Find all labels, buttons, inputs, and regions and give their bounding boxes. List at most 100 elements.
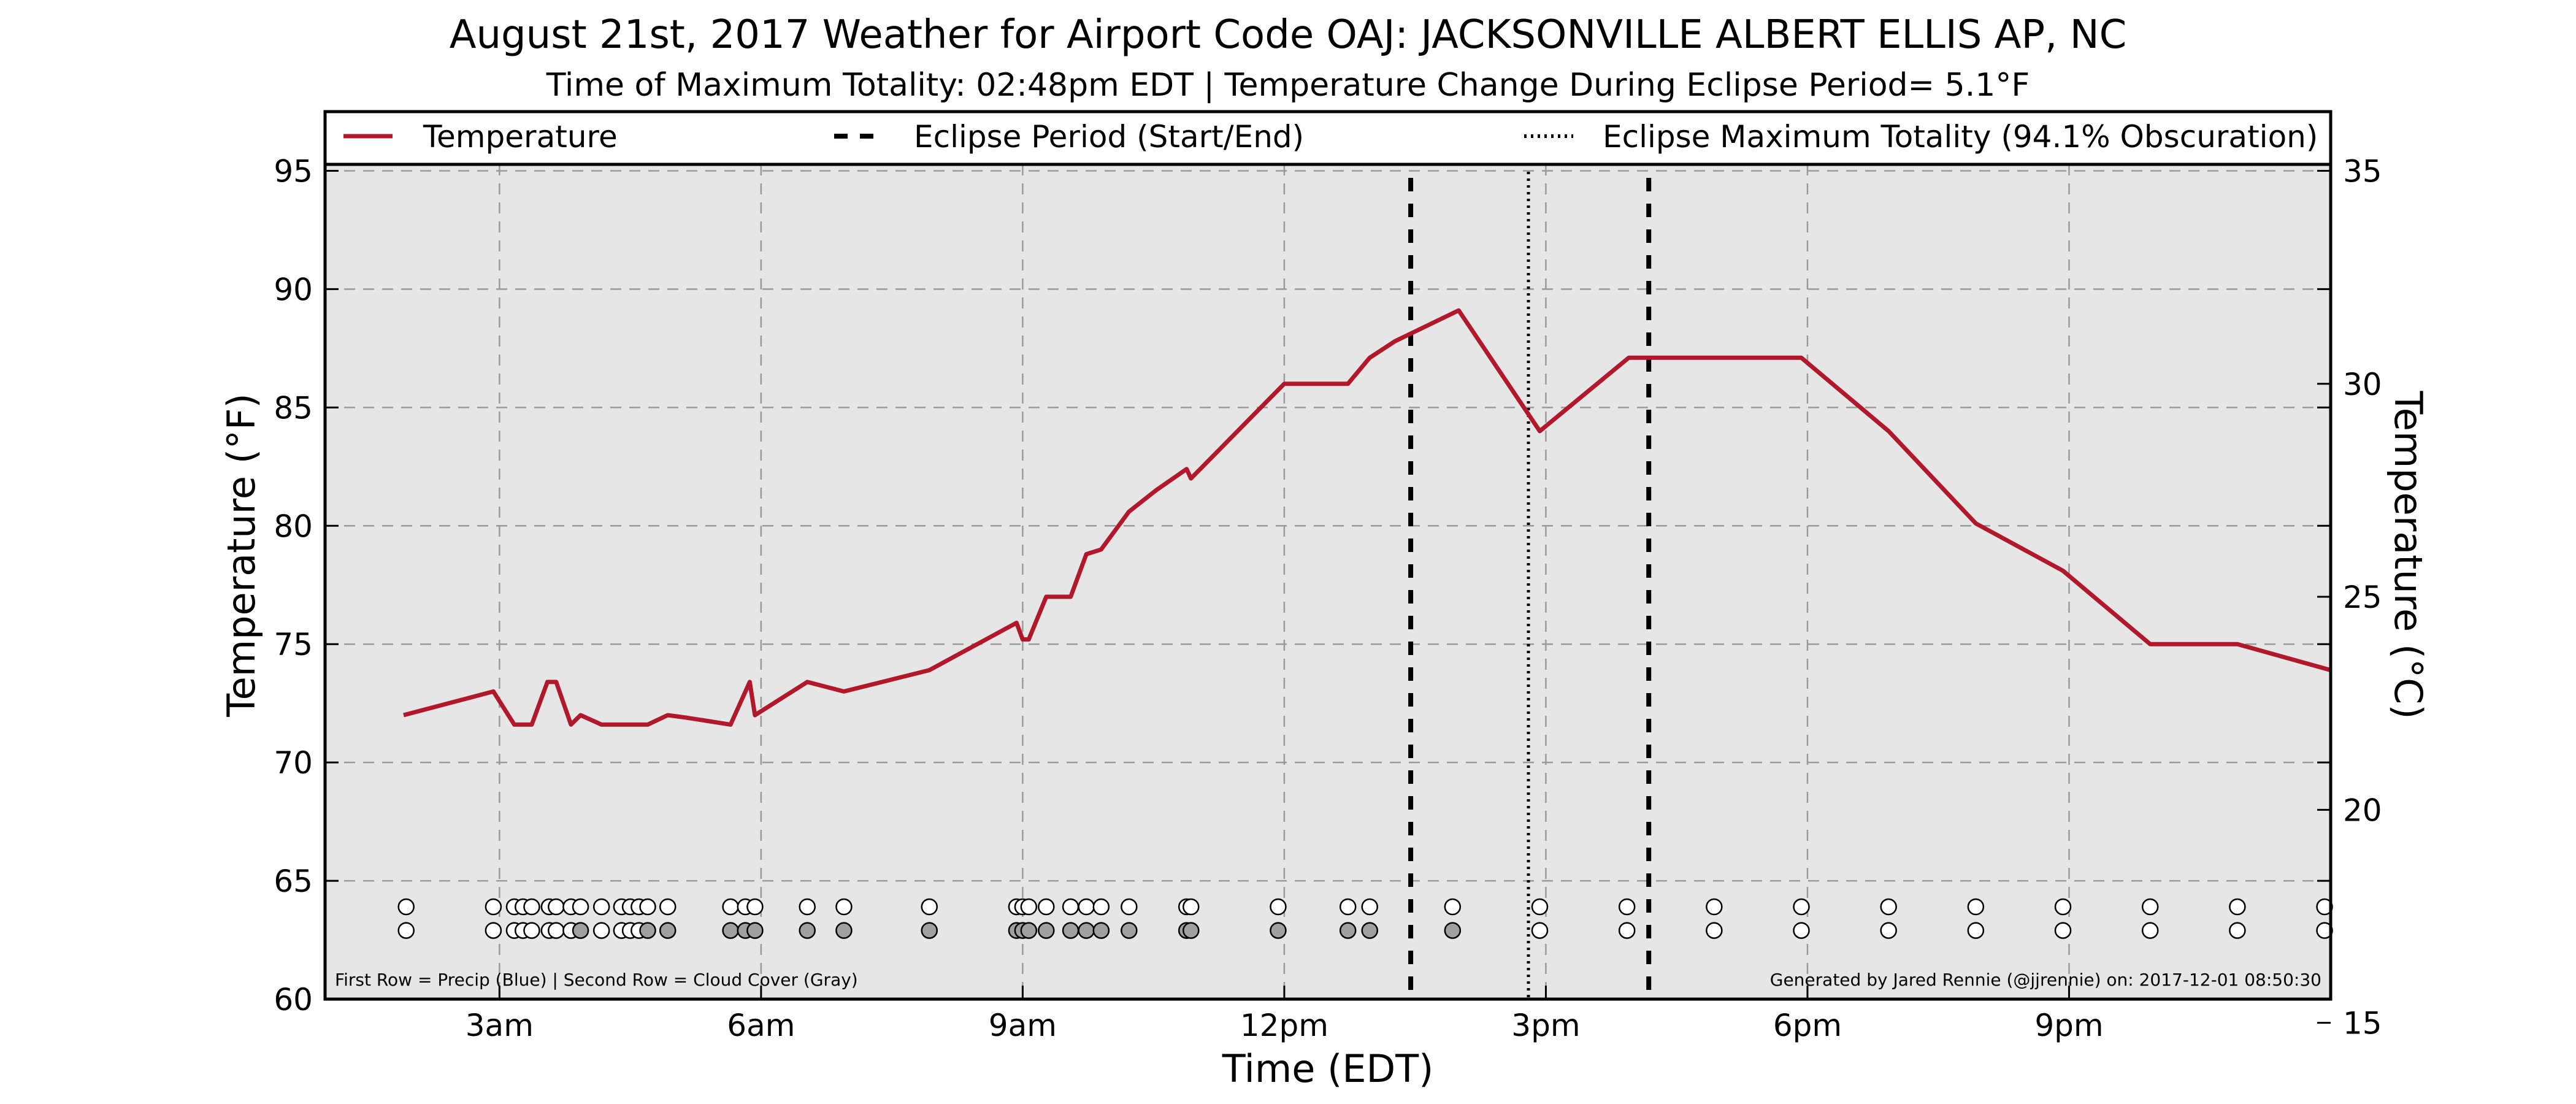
precip-marker <box>835 898 853 916</box>
cloud-marker <box>1444 922 1462 939</box>
y-axis-left: 60 65 70 75 80 85 90 95 <box>274 153 2331 1018</box>
temperature-line <box>403 308 2331 727</box>
precip-marker <box>921 898 938 916</box>
cloud-marker <box>592 922 610 939</box>
cloud-marker <box>523 922 540 939</box>
precip-marker <box>2141 898 2159 916</box>
precip-marker <box>592 898 610 916</box>
cloud-marker <box>1618 922 1636 939</box>
precip-marker <box>1078 898 1095 916</box>
cloud-marker <box>397 922 415 939</box>
cloud-marker <box>1967 922 1985 939</box>
rows-note: First Row = Precip (Blue) | Second Row =… <box>335 970 858 990</box>
legend-eclipse-period-label: Eclipse Period (Start/End) <box>914 119 1304 155</box>
x-tick-label: 3am <box>466 1008 534 1043</box>
y2-tick-label: 25 <box>2343 580 2382 615</box>
cloud-marker <box>2141 922 2159 939</box>
x-tick-label: 3pm <box>1511 1008 1580 1043</box>
cloud-marker <box>1880 922 1897 939</box>
temperature-series <box>403 308 2331 727</box>
y-tick-label: 90 <box>274 272 313 307</box>
x-tick-label: 6pm <box>1773 1008 1842 1043</box>
cloud-marker <box>1793 922 1810 939</box>
cloud-marker <box>1270 922 1287 939</box>
legend-max-totality-label: Eclipse Maximum Totality (94.1% Obscurat… <box>1603 119 2318 155</box>
cloud-marker <box>1038 922 1055 939</box>
cloud-marker <box>799 922 816 939</box>
y-tick-label: 85 <box>274 390 313 426</box>
observation-markers <box>397 898 2333 939</box>
y-tick-label: 60 <box>274 982 313 1018</box>
precip-marker <box>1183 898 1200 916</box>
chart-title: August 21st, 2017 Weather for Airport Co… <box>450 12 2127 58</box>
cloud-marker <box>1339 922 1357 939</box>
precip-marker <box>1793 898 1810 916</box>
precip-marker <box>548 898 565 916</box>
cloud-marker <box>548 922 565 939</box>
cloud-marker <box>921 922 938 939</box>
credit-note: Generated by Jared Rennie (@jjrennie) on… <box>1770 970 2321 990</box>
cloud-marker <box>2054 922 2072 939</box>
precip-marker <box>1020 898 1038 916</box>
y-tick-label: 70 <box>274 745 313 781</box>
precip-marker <box>1706 898 1723 916</box>
eclipse-lines <box>1408 172 1652 999</box>
cloud-marker <box>1361 922 1378 939</box>
y2-tick-label: 15 <box>2343 1006 2382 1041</box>
x-tick-label: 9pm <box>2034 1008 2103 1043</box>
cloud-marker <box>722 922 739 939</box>
y-tick-label: 75 <box>274 627 313 662</box>
plot-frame <box>323 110 2333 1001</box>
precip-marker <box>1618 898 1636 916</box>
grid-lines <box>325 164 2331 999</box>
precip-marker <box>1531 898 1549 916</box>
precip-marker <box>746 898 764 916</box>
precip-marker <box>1062 898 1079 916</box>
precip-marker <box>639 898 656 916</box>
cloud-marker <box>835 922 853 939</box>
x-tick-label: 6am <box>727 1008 795 1043</box>
precip-marker <box>1121 898 1138 916</box>
y-tick-label: 95 <box>274 153 313 189</box>
cloud-marker <box>1706 922 1723 939</box>
x-axis: 3am 6am 9am 12pm 3pm 6pm 9pm <box>466 986 2104 1043</box>
precip-marker <box>659 898 677 916</box>
y-axis-label: Temperature (°F) <box>219 393 264 717</box>
cloud-marker <box>1183 922 1200 939</box>
cloud-marker <box>659 922 677 939</box>
chart-subtitle: Time of Maximum Totality: 02:48pm EDT | … <box>546 67 2030 104</box>
precip-marker <box>1092 898 1110 916</box>
y2-axis-label: Temperature (°C) <box>2386 390 2431 719</box>
y2-tick-label: 30 <box>2343 367 2382 402</box>
y-tick-label: 80 <box>274 508 313 544</box>
x-tick-label: 9am <box>989 1008 1057 1043</box>
cloud-marker <box>1092 922 1110 939</box>
plot-area <box>325 112 2331 999</box>
cloud-marker <box>572 922 589 939</box>
cloud-marker <box>639 922 656 939</box>
y-tick-label: 65 <box>274 864 313 899</box>
precip-marker <box>1967 898 1985 916</box>
y2-tick-label: 35 <box>2343 153 2382 189</box>
x-tick-label: 12pm <box>1240 1008 1328 1043</box>
y2-tick-label: 20 <box>2343 792 2382 828</box>
precip-marker <box>2316 898 2333 916</box>
cloud-marker <box>1062 922 1079 939</box>
precip-marker <box>572 898 589 916</box>
cloud-marker <box>2316 922 2333 939</box>
precip-marker <box>397 898 415 916</box>
cloud-marker <box>485 922 502 939</box>
x-axis-label: Time (EDT) <box>1222 1046 1434 1091</box>
precip-marker <box>1880 898 1897 916</box>
precip-marker <box>722 898 739 916</box>
precip-marker <box>523 898 540 916</box>
precip-marker <box>1444 898 1462 916</box>
cloud-marker <box>746 922 764 939</box>
cloud-marker <box>1531 922 1549 939</box>
y-axis-right: 15 20 25 30 35 <box>2317 153 2382 1041</box>
precip-marker <box>1361 898 1378 916</box>
legend-temperature-label: Temperature <box>423 119 618 155</box>
precip-marker <box>1270 898 1287 916</box>
cloud-marker <box>1020 922 1038 939</box>
